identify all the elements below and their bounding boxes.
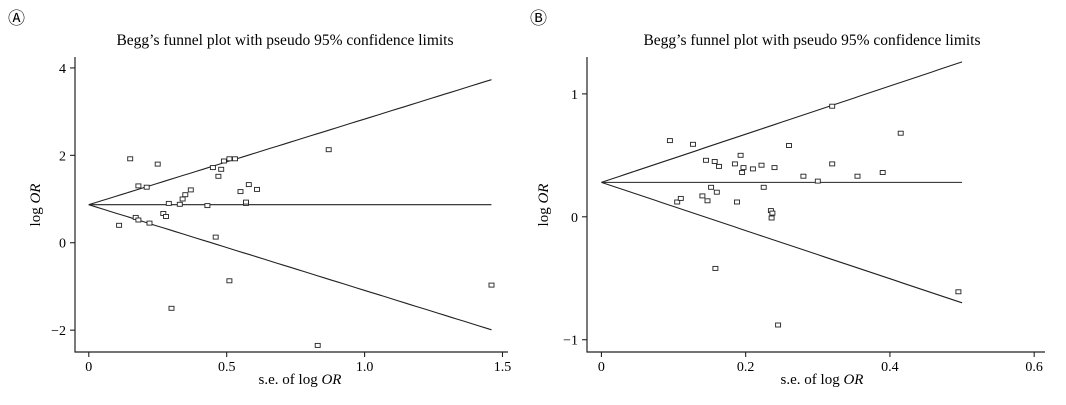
panel-a-x-tick-label: 0.5 bbox=[218, 360, 236, 375]
panel-b-study-point bbox=[829, 161, 836, 167]
panel-b-study-point bbox=[829, 103, 836, 109]
panel-b-study-point bbox=[734, 199, 740, 205]
panel-b-study-point bbox=[786, 143, 792, 148]
panel-b-study-point bbox=[749, 166, 756, 172]
panel-b-study-point bbox=[897, 130, 904, 136]
panel-b-x-tick-label: 0.6 bbox=[1025, 360, 1043, 375]
panel-a-study-point bbox=[243, 199, 249, 205]
panel-a-study-point bbox=[135, 183, 142, 189]
panel-a-study-point bbox=[182, 192, 189, 198]
panel-a-x-tick-label: 0 bbox=[85, 360, 92, 375]
panel-b-study-point bbox=[677, 195, 684, 201]
panel-a-x-tick-label: 1.5 bbox=[494, 360, 512, 375]
panel-b-study-point bbox=[712, 265, 719, 271]
panel-b-y-tick-label: −1 bbox=[563, 334, 578, 349]
panel-a-study-point bbox=[245, 182, 252, 188]
panel-a-y-axis-title: log OR bbox=[28, 184, 44, 227]
panel-b-x-axis-title: s.e. of log OR bbox=[781, 372, 864, 388]
panel-b-study-point bbox=[800, 173, 807, 179]
panel-b-study-point bbox=[740, 165, 747, 171]
panel-b-lower-confidence-limit bbox=[601, 181, 963, 304]
panel-b-y-tick-label: 1 bbox=[571, 88, 578, 103]
panel-a: Ⓐ Begg’s funnel plot with pseudo 95% con… bbox=[8, 9, 511, 388]
panel-a-study-point bbox=[187, 187, 194, 193]
panel-a-study-point bbox=[226, 156, 233, 162]
panel-b-study-point bbox=[737, 152, 744, 158]
panel-b-study-point bbox=[879, 170, 886, 175]
panel-b-study-point bbox=[769, 210, 776, 216]
panel-b-study-point bbox=[739, 170, 746, 175]
panel-b-study-point bbox=[704, 198, 711, 204]
panel-a-study-point bbox=[220, 158, 227, 164]
panel-a-study-point bbox=[163, 214, 169, 219]
panel-a-study-point bbox=[165, 200, 172, 206]
panel-a-study-point bbox=[232, 156, 238, 162]
panel-a-study-point bbox=[215, 173, 222, 179]
panel-b-study-point bbox=[760, 184, 767, 190]
panel-a-study-point bbox=[168, 305, 175, 311]
panel-b-study-point bbox=[955, 289, 962, 295]
panel-a-study-point bbox=[254, 186, 260, 192]
panel-a-study-point bbox=[179, 196, 186, 202]
panel-a-study-point bbox=[127, 156, 134, 162]
panel-a-study-point bbox=[325, 147, 332, 153]
panel-a-study-point bbox=[116, 222, 123, 228]
panel-b-study-point bbox=[666, 138, 673, 144]
panel-a-study-point bbox=[314, 342, 321, 348]
panel-a-study-point bbox=[226, 278, 233, 284]
panel-b-study-point bbox=[758, 162, 765, 168]
panel-b-y-tick-label: 0 bbox=[571, 211, 578, 226]
panel-a-y-tick-label: 4 bbox=[59, 62, 66, 77]
panel-b-study-point bbox=[768, 215, 775, 221]
panel-b-study-point bbox=[711, 159, 718, 164]
panel-a-study-point bbox=[143, 184, 150, 190]
panel-a-study-point bbox=[212, 234, 219, 240]
panel-b-study-point bbox=[731, 161, 738, 167]
panel-b-axes-frame bbox=[586, 57, 1045, 353]
panel-b-label: Ⓑ bbox=[530, 9, 547, 28]
panel-a-lower-confidence-limit bbox=[88, 204, 492, 331]
panel-a-study-point bbox=[488, 282, 495, 288]
panel-b-study-point bbox=[699, 193, 706, 199]
panel-a-x-axis-title: s.e. of log OR bbox=[259, 372, 342, 388]
panel-b: Ⓑ Begg’s funnel plot with pseudo 95% con… bbox=[530, 9, 1045, 388]
panel-a-study-point bbox=[204, 203, 211, 209]
panel-a-upper-confidence-limit bbox=[88, 79, 492, 206]
panel-b-study-point bbox=[771, 165, 778, 171]
panel-a-study-point bbox=[154, 161, 161, 167]
panel-a-y-tick-label: 0 bbox=[59, 237, 66, 252]
panel-b-title: Begg’s funnel plot with pseudo 95% confi… bbox=[643, 32, 980, 49]
panel-b-study-point bbox=[814, 178, 821, 184]
panel-b-x-tick-label: 0.4 bbox=[881, 360, 899, 375]
panel-a-x-tick-label: 1.0 bbox=[356, 360, 374, 375]
panel-b-study-point bbox=[674, 199, 681, 205]
panel-b-upper-confidence-limit bbox=[601, 61, 963, 183]
panel-a-y-tick-label: −2 bbox=[51, 324, 66, 339]
panel-b-study-point bbox=[775, 322, 782, 328]
panel-b-study-point bbox=[854, 173, 861, 179]
panel-a-study-point bbox=[176, 201, 183, 207]
panel-a-study-point bbox=[218, 166, 225, 172]
panel-b-study-point bbox=[690, 141, 696, 147]
panel-a-study-point bbox=[146, 220, 153, 226]
panel-a-label: Ⓐ bbox=[8, 9, 25, 28]
panel-a-study-point bbox=[209, 165, 216, 171]
panel-b-x-tick-label: 0.2 bbox=[737, 360, 755, 375]
panel-a-study-point bbox=[237, 189, 244, 195]
panel-b-y-axis-title: log OR bbox=[536, 184, 552, 227]
panel-b-study-point bbox=[708, 184, 715, 190]
panel-b-study-point bbox=[703, 157, 709, 163]
panel-b-x-tick-label: 0 bbox=[598, 360, 605, 375]
panel-a-study-point bbox=[135, 217, 142, 223]
panel-b-study-point bbox=[716, 163, 722, 169]
panel-a-title: Begg’s funnel plot with pseudo 95% confi… bbox=[116, 32, 453, 49]
panel-b-study-point bbox=[713, 189, 720, 195]
panel-a-y-tick-label: 2 bbox=[59, 149, 66, 164]
